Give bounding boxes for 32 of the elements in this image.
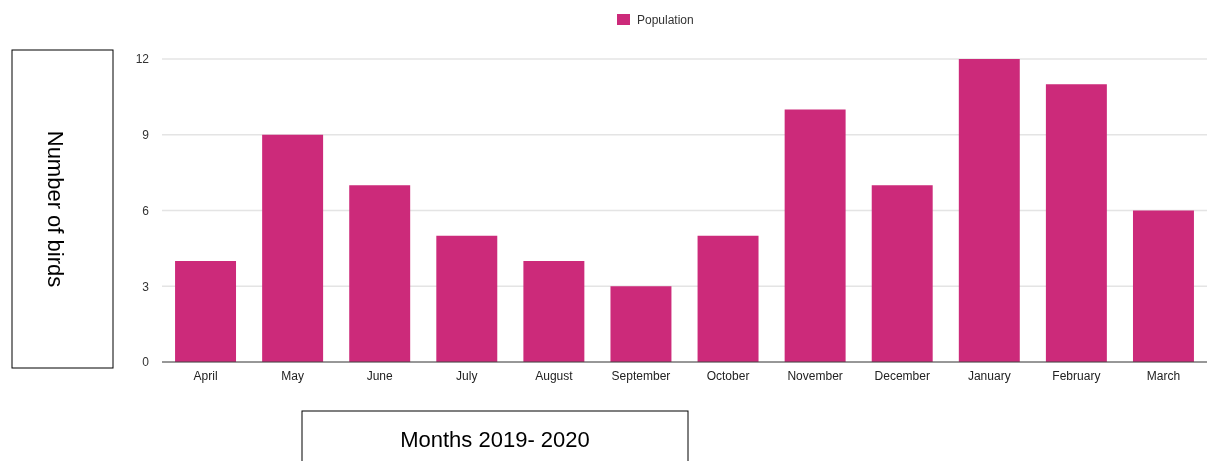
y-tick-label: 9 <box>142 128 150 143</box>
x-tick-label: August <box>535 368 574 383</box>
x-axis-title: Months 2019- 2020 <box>400 427 590 452</box>
x-tick-label: February <box>1052 368 1101 383</box>
bar <box>523 261 585 362</box>
x-tick-label: April <box>193 368 218 383</box>
x-tick-label: October <box>706 368 750 383</box>
x-tick-label: July <box>456 368 478 383</box>
bar <box>958 59 1020 362</box>
x-tick-label: May <box>281 368 304 383</box>
bar <box>697 235 759 362</box>
bar <box>871 185 933 362</box>
legend-label: Population <box>637 13 694 27</box>
bar <box>610 286 672 362</box>
y-tick-label: 6 <box>142 203 150 218</box>
y-tick-label: 12 <box>135 52 150 67</box>
bar <box>175 261 237 362</box>
x-tick-label: January <box>967 368 1011 383</box>
bar <box>262 134 324 362</box>
bar <box>1132 210 1194 362</box>
bar <box>436 235 498 362</box>
x-tick-label: September <box>611 368 671 383</box>
bar <box>349 185 411 362</box>
y-tick-label: 0 <box>142 355 150 370</box>
bar <box>1045 84 1107 362</box>
y-axis-title: Number of birds <box>43 130 68 288</box>
x-tick-label: December <box>874 368 930 383</box>
bar <box>784 109 846 362</box>
x-tick-label: November <box>787 368 843 383</box>
x-tick-label: March <box>1146 368 1181 383</box>
x-tick-label: June <box>366 368 394 383</box>
y-tick-label: 3 <box>142 279 150 294</box>
